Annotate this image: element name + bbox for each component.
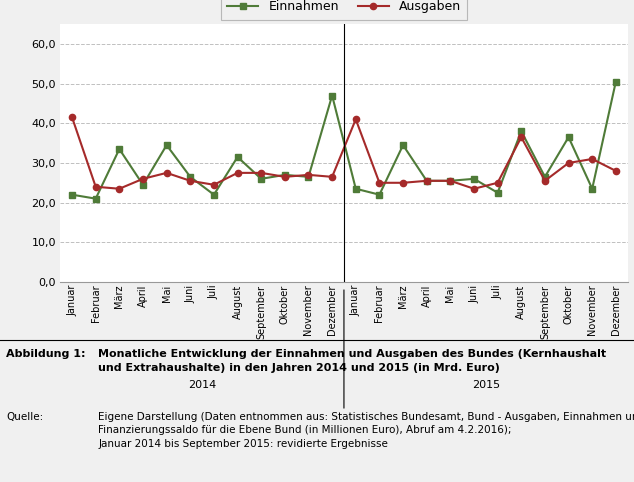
Line: Einnahmen: Einnahmen	[69, 79, 619, 202]
Ausgaben	[588, 156, 596, 162]
Text: Abbildung 1:: Abbildung 1:	[6, 349, 86, 360]
Ausgaben	[494, 180, 501, 186]
Ausgaben	[234, 170, 242, 176]
Legend: Einnahmen, Ausgaben: Einnahmen, Ausgaben	[221, 0, 467, 20]
Einnahmen	[541, 174, 548, 180]
Ausgaben	[541, 178, 548, 184]
Einnahmen	[186, 174, 194, 180]
Ausgaben	[281, 174, 288, 180]
Text: Quelle:: Quelle:	[6, 412, 44, 422]
Einnahmen	[588, 186, 596, 192]
Text: 2014: 2014	[188, 380, 216, 390]
Ausgaben	[517, 134, 525, 140]
Einnahmen	[281, 172, 288, 178]
Ausgaben	[186, 178, 194, 184]
Einnahmen	[517, 128, 525, 134]
Einnahmen	[612, 79, 619, 84]
Einnahmen	[163, 142, 171, 148]
Einnahmen	[305, 174, 313, 180]
Ausgaben	[115, 186, 123, 192]
Einnahmen	[115, 146, 123, 152]
Einnahmen	[375, 192, 383, 198]
Einnahmen	[399, 142, 407, 148]
Einnahmen	[139, 182, 147, 187]
Einnahmen	[470, 176, 478, 182]
Ausgaben	[328, 174, 336, 180]
Text: 2015: 2015	[472, 380, 500, 390]
Einnahmen	[92, 196, 100, 201]
Einnahmen	[257, 176, 265, 182]
Ausgaben	[139, 176, 147, 182]
Einnahmen	[328, 93, 336, 98]
Einnahmen	[234, 154, 242, 160]
Einnahmen	[210, 192, 217, 198]
Ausgaben	[210, 182, 217, 187]
Ausgaben	[163, 170, 171, 176]
Text: Eigene Darstellung (Daten entnommen aus: Statistisches Bundesamt, Bund - Ausgabe: Eigene Darstellung (Daten entnommen aus:…	[98, 412, 634, 449]
Ausgaben	[612, 168, 619, 174]
Einnahmen	[565, 134, 573, 140]
Ausgaben	[375, 180, 383, 186]
Ausgaben	[305, 172, 313, 178]
Einnahmen	[423, 178, 430, 184]
Text: Monatliche Entwicklung der Einnahmen und Ausgaben des Bundes (Kernhaushalt
und E: Monatliche Entwicklung der Einnahmen und…	[98, 349, 606, 373]
Ausgaben	[257, 170, 265, 176]
Einnahmen	[446, 178, 454, 184]
Ausgaben	[68, 114, 76, 120]
Ausgaben	[352, 117, 359, 122]
Ausgaben	[446, 178, 454, 184]
Ausgaben	[92, 184, 100, 189]
Ausgaben	[399, 180, 407, 186]
Einnahmen	[68, 192, 76, 198]
Einnahmen	[352, 186, 359, 192]
Ausgaben	[423, 178, 430, 184]
Einnahmen	[494, 190, 501, 196]
Line: Ausgaben: Ausgaben	[69, 114, 619, 192]
Ausgaben	[470, 186, 478, 192]
Ausgaben	[565, 160, 573, 166]
